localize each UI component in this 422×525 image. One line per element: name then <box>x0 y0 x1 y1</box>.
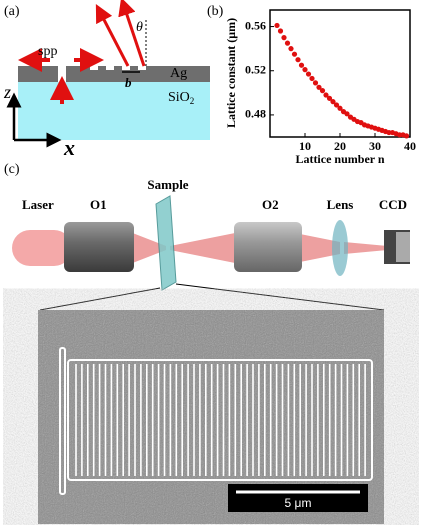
y-tick-label: 0.48 <box>245 107 266 121</box>
point <box>274 22 280 29</box>
point <box>298 62 305 68</box>
zoom-line <box>39 287 161 311</box>
x-label: x <box>63 135 75 160</box>
point <box>403 133 410 139</box>
panel-label: (a) <box>4 4 20 19</box>
objective-o2 <box>234 222 302 272</box>
objective-o1 <box>64 222 134 272</box>
point <box>333 102 340 108</box>
point <box>288 46 294 52</box>
o1-label: O1 <box>90 197 107 212</box>
grating-frame <box>67 359 373 481</box>
sem-image: 5 μm <box>38 310 384 524</box>
panel-a: (a) spp θ b Ag SiO2 z x <box>3 0 210 160</box>
sample <box>155 195 177 291</box>
spp-label: spp <box>38 44 57 59</box>
ccd-body <box>396 232 410 262</box>
x-tick-label: 40 <box>404 139 416 153</box>
substrate-text: SiO <box>168 90 190 105</box>
point <box>344 111 350 117</box>
panel-b: (b) Lattice number n Lattice constant (μ… <box>207 4 416 166</box>
sample-label: Sample <box>147 177 188 192</box>
emission-arrow <box>118 0 146 67</box>
panel-label: (c) <box>4 162 20 177</box>
point <box>305 71 312 77</box>
y-axis-title: Lattice constant (μm) <box>224 18 238 128</box>
substrate-label: SiO2 <box>168 90 194 106</box>
point <box>326 95 333 101</box>
laser-label: Laser <box>22 197 54 212</box>
point <box>309 75 315 82</box>
beam-path <box>130 232 388 264</box>
lens <box>332 220 348 276</box>
substrate-subscript: 2 <box>190 96 195 106</box>
scale-bar-label: 5 μm <box>285 496 312 510</box>
point <box>295 57 301 63</box>
x-tick-label: 20 <box>334 139 346 153</box>
side-bar <box>59 347 66 495</box>
plot-frame <box>269 9 411 138</box>
point <box>337 105 343 111</box>
point <box>312 80 319 86</box>
y-tick-label: 0.56 <box>245 18 266 32</box>
lens-label: Lens <box>327 197 354 212</box>
laser-beam <box>12 230 72 266</box>
grating <box>67 359 373 481</box>
zoom-line <box>175 283 385 311</box>
point <box>302 67 308 73</box>
scale-bar-box <box>228 484 368 512</box>
panel-label: (b) <box>207 4 224 19</box>
point <box>281 35 287 41</box>
period-label: b <box>125 75 132 90</box>
x-tick-label: 10 <box>299 139 311 153</box>
metal-label: Ag <box>170 66 187 81</box>
x-tick-label: 30 <box>369 139 381 153</box>
o2-label: O2 <box>262 197 279 212</box>
emission-arrow <box>95 4 130 67</box>
point <box>291 51 298 57</box>
panel-c: (c) Laser O1 Sample O2 Lens CCD 5 μm <box>4 162 410 524</box>
ccd-label: CCD <box>379 197 407 212</box>
point <box>277 28 284 34</box>
point <box>323 92 329 98</box>
z-label: z <box>3 82 11 102</box>
y-tick-label: 0.52 <box>245 62 266 76</box>
x-axis-title: Lattice number n <box>295 152 384 166</box>
point <box>284 40 291 46</box>
point <box>316 84 322 90</box>
point <box>330 99 336 105</box>
theta-label: θ <box>136 20 143 35</box>
point <box>319 88 326 94</box>
